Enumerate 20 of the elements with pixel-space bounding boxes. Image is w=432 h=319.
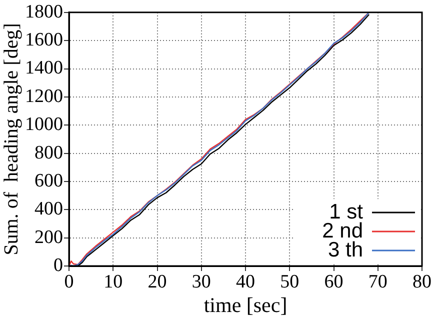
x-tick-label: 70 xyxy=(368,271,388,292)
x-tick-label: 40 xyxy=(236,271,255,292)
x-tick-label: 20 xyxy=(148,271,167,292)
y-tick-label: 1200 xyxy=(25,86,63,107)
y-tick-label: 1600 xyxy=(25,30,63,51)
y-tick-label: 200 xyxy=(34,226,63,248)
y-tick-label: 800 xyxy=(34,142,63,164)
y-axis-title: Sum. of heading angle [deg] xyxy=(0,23,22,256)
y-tick-label: 600 xyxy=(34,170,63,192)
x-tick-label: 60 xyxy=(324,271,344,292)
x-tick-label: 30 xyxy=(192,271,211,292)
y-tick-label: 400 xyxy=(34,198,63,220)
x-axis-title: time [sec] xyxy=(204,292,288,317)
y-tick-label: 0 xyxy=(54,254,63,276)
y-tick-label: 1400 xyxy=(25,58,63,79)
x-tick-label: 50 xyxy=(280,271,300,292)
x-tick-label: 10 xyxy=(104,271,123,292)
x-tick-label: 80 xyxy=(412,271,432,292)
y-tick-label: 1800 xyxy=(25,1,63,22)
y-tick-label: 1000 xyxy=(25,114,63,136)
